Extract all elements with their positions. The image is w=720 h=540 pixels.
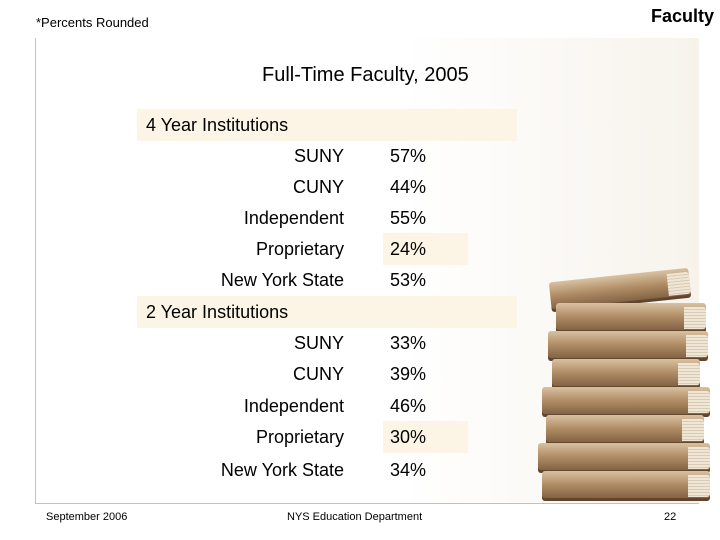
page-title: Full-Time Faculty, 2005: [262, 64, 469, 86]
row-value: 30%: [390, 427, 427, 447]
book-icon: [548, 331, 708, 361]
footer-organization: NYS Education Department: [287, 511, 423, 523]
row-label: CUNY: [292, 364, 344, 384]
row-label: Proprietary: [255, 239, 344, 259]
row-label: Proprietary: [255, 427, 344, 447]
row-label: Independent: [243, 396, 344, 416]
row-value: 24%: [390, 239, 427, 259]
value-highlight: [383, 421, 468, 453]
book-icon: [556, 303, 706, 333]
page-number: 22: [664, 511, 677, 523]
book-icon: [542, 387, 710, 417]
row-label: New York State: [220, 460, 344, 480]
row-value: 57%: [390, 146, 427, 166]
row-value: 33%: [390, 333, 427, 353]
row-label: New York State: [220, 270, 344, 290]
row-value: 44%: [390, 177, 427, 197]
row-value: 34%: [390, 460, 427, 480]
row-value: 46%: [390, 396, 427, 416]
value-highlight: [383, 233, 468, 265]
book-icon: [538, 443, 710, 473]
footer-date: September 2006: [46, 511, 128, 523]
row-label: SUNY: [293, 146, 344, 166]
stack-of-books-icon: [530, 235, 720, 515]
section-title: Faculty: [650, 6, 714, 26]
row-value: 39%: [390, 364, 427, 384]
book-icon: [552, 359, 700, 389]
book-icon: [546, 415, 704, 445]
row-value: 55%: [390, 208, 427, 228]
row-label: CUNY: [292, 177, 344, 197]
group-heading-2-year: 2 Year Institutions: [137, 296, 517, 328]
book-icon: [542, 471, 710, 501]
group-heading-4-year: 4 Year Institutions: [137, 109, 517, 141]
row-label: SUNY: [293, 333, 344, 353]
row-label: Independent: [243, 208, 344, 228]
row-value: 53%: [390, 270, 427, 290]
percent-note: *Percents Rounded: [36, 15, 149, 30]
